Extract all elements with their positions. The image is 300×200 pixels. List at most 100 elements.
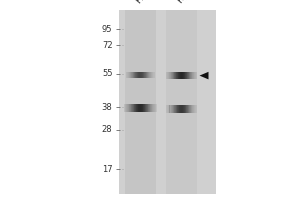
Bar xyxy=(146,104,147,112)
Bar xyxy=(153,104,154,112)
Bar xyxy=(143,72,144,78)
Bar xyxy=(127,104,128,112)
Bar xyxy=(149,72,150,78)
Bar xyxy=(166,72,167,79)
Bar xyxy=(144,72,145,78)
Bar xyxy=(184,72,185,79)
Bar xyxy=(131,104,132,112)
Bar xyxy=(142,72,143,78)
Bar xyxy=(192,105,193,113)
Text: H.testis: H.testis xyxy=(134,0,162,5)
Bar xyxy=(191,72,192,79)
Bar xyxy=(125,104,126,112)
Bar xyxy=(181,105,182,113)
Bar xyxy=(136,72,137,78)
Bar xyxy=(170,72,171,79)
Text: 95: 95 xyxy=(102,24,112,33)
Bar xyxy=(137,104,138,112)
Bar xyxy=(186,105,187,113)
Bar xyxy=(132,72,133,78)
Bar xyxy=(142,104,143,112)
Bar xyxy=(166,10,197,194)
Bar xyxy=(176,72,177,79)
Bar xyxy=(136,104,137,112)
Bar xyxy=(171,72,172,79)
Bar xyxy=(151,104,152,112)
Bar xyxy=(192,72,193,79)
Bar xyxy=(127,72,128,78)
Bar xyxy=(170,105,171,113)
Bar xyxy=(177,72,178,79)
Text: 17: 17 xyxy=(102,164,112,173)
Bar xyxy=(124,104,125,112)
Bar xyxy=(135,72,136,78)
Bar xyxy=(118,10,216,194)
Text: 72: 72 xyxy=(102,40,112,49)
Bar xyxy=(134,72,135,78)
Bar xyxy=(190,72,191,79)
Bar xyxy=(126,72,127,78)
Bar xyxy=(191,105,192,113)
Bar xyxy=(183,72,184,79)
Bar xyxy=(131,72,132,78)
Bar xyxy=(173,105,174,113)
Bar xyxy=(137,72,138,78)
Bar xyxy=(181,72,182,79)
Bar xyxy=(195,72,196,79)
Bar xyxy=(133,72,134,78)
Bar xyxy=(180,72,181,79)
Bar xyxy=(196,72,197,79)
Bar xyxy=(138,72,139,78)
Bar xyxy=(128,72,129,78)
Bar xyxy=(136,72,137,78)
Bar xyxy=(171,105,172,113)
Bar xyxy=(152,72,153,78)
Bar xyxy=(185,105,186,113)
Bar xyxy=(172,105,173,113)
Bar xyxy=(174,72,175,79)
Bar xyxy=(126,104,127,112)
Bar xyxy=(173,72,174,79)
Bar xyxy=(130,72,131,78)
Bar xyxy=(154,104,155,112)
Bar xyxy=(154,104,155,112)
Bar xyxy=(129,72,130,78)
Bar xyxy=(154,72,155,78)
Bar xyxy=(145,104,146,112)
Bar xyxy=(169,72,170,79)
Bar xyxy=(179,72,180,79)
Bar xyxy=(186,72,187,79)
Bar xyxy=(141,72,142,78)
Bar xyxy=(175,72,176,79)
Bar xyxy=(140,104,141,112)
Bar xyxy=(145,72,146,78)
Bar xyxy=(178,72,179,79)
Bar xyxy=(153,72,154,78)
Bar xyxy=(193,105,194,113)
Bar xyxy=(189,105,190,113)
Bar xyxy=(124,10,156,194)
Bar xyxy=(178,105,179,113)
Bar xyxy=(196,105,197,113)
Bar xyxy=(169,105,170,113)
Bar xyxy=(134,104,135,112)
Bar xyxy=(139,104,140,112)
Bar xyxy=(140,72,141,78)
Bar xyxy=(175,105,176,113)
Bar xyxy=(183,105,184,113)
Bar xyxy=(180,105,181,113)
Bar xyxy=(150,72,151,78)
Bar xyxy=(176,105,177,113)
Bar xyxy=(133,104,134,112)
Bar xyxy=(188,105,189,113)
Bar xyxy=(182,72,183,79)
Bar xyxy=(151,72,152,78)
Bar xyxy=(190,105,191,113)
Bar xyxy=(130,104,131,112)
Bar xyxy=(185,72,186,79)
Bar xyxy=(172,72,173,79)
Bar xyxy=(129,104,130,112)
Text: 28: 28 xyxy=(102,126,112,134)
Bar xyxy=(193,72,194,79)
Bar xyxy=(139,72,140,78)
